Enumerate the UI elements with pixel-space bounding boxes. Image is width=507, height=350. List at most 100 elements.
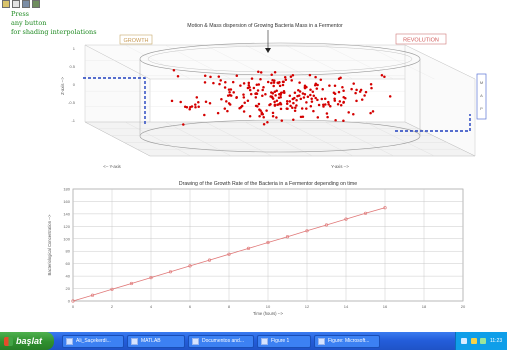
scatter-point: [229, 88, 233, 91]
scatter-point: [194, 106, 197, 109]
folder-icon: [66, 337, 73, 345]
data-point: [285, 235, 290, 239]
scatter-point: [355, 99, 358, 103]
antivirus-icon[interactable]: [470, 338, 477, 344]
scatter-point: [288, 100, 292, 103]
grid-line: [324, 44, 394, 80]
scatter-point: [323, 97, 327, 101]
z-tick-label: 0: [73, 82, 76, 87]
note-line: Press: [11, 10, 29, 18]
data-point: [168, 270, 173, 274]
scatter-point: [347, 111, 350, 114]
scatter-point: [317, 103, 321, 107]
scatter-point: [275, 89, 278, 93]
z-tick-label: -1: [71, 118, 75, 123]
network-icon[interactable]: [460, 338, 467, 344]
scatter-point: [283, 91, 286, 94]
grid-line: [124, 44, 191, 80]
scatter-point: [285, 100, 289, 103]
scatter-point: [285, 102, 289, 105]
scatter-title: Motion & Mass dispersion of Growing Bact…: [187, 23, 343, 29]
z-tick-label: 0.5: [69, 64, 75, 69]
data-point: [383, 206, 387, 210]
toolbar-save-icon[interactable]: [12, 0, 20, 8]
scatter-point: [339, 103, 343, 107]
scatter-point: [271, 111, 275, 115]
scatter-point: [265, 109, 268, 112]
start-label: başlat: [16, 336, 43, 346]
data-point: [246, 246, 251, 250]
scatter-point: [270, 81, 273, 85]
instruction-notes: Press any button for shading interpolati…: [11, 10, 97, 37]
scatter-point: [227, 88, 231, 91]
axis-ticks: 0 2 4 6 8 10 12 14 16 18 20 0 20 40 60 80 100 120 140 160 18…: [63, 187, 466, 310]
toolbar-print-icon[interactable]: [22, 0, 30, 8]
scatter-point: [228, 93, 232, 97]
scatter-point: [262, 123, 266, 126]
scatter-point: [315, 87, 319, 90]
taskbar: başlat Ali_Saçekerdi... MATLAB Documento…: [0, 332, 507, 350]
growth-chart-title: Drawing of the Growth Rate of the Bacter…: [179, 181, 357, 187]
scatter-point: [316, 83, 319, 87]
scatter-point: [262, 86, 265, 89]
scatter-point: [344, 96, 347, 100]
scatter-point: [383, 75, 386, 79]
task-list: Ali_Saçekerdi... MATLAB Documentos and..…: [54, 334, 380, 348]
y-tick-label: 120: [63, 224, 70, 229]
scatter-point: [208, 102, 212, 105]
scatter-point: [183, 105, 187, 109]
scatter-point: [203, 81, 207, 84]
taskbar-item[interactable]: Figure 1: [257, 334, 311, 348]
scatter-point: [295, 104, 298, 107]
scatter-point: [288, 94, 292, 97]
scatter-point: [314, 96, 317, 100]
scatter-point: [248, 88, 252, 92]
scatter-point: [293, 96, 296, 100]
scatter-point: [273, 100, 276, 104]
scatter-point: [242, 93, 245, 96]
taskbar-item-label: Ali_Saçekerdi...: [76, 338, 111, 344]
scatter-point: [278, 84, 282, 88]
scatter-point: [290, 79, 293, 82]
toolbar-open-icon[interactable]: [2, 0, 10, 8]
taskbar-item[interactable]: Figure: Microsoft...: [314, 334, 380, 348]
growth-line-chart: Drawing of the Growth Rate of the Bacter…: [47, 181, 466, 316]
scatter-point: [321, 87, 324, 91]
scatter-point: [314, 75, 317, 79]
taskbar-item[interactable]: MATLAB: [127, 334, 185, 348]
scatter-point: [281, 83, 285, 87]
scatter-point: [203, 113, 206, 117]
taskbar-item[interactable]: Documentos and...: [188, 334, 254, 348]
z-axis-label: Z-axis -->: [60, 77, 65, 95]
scatter-point: [313, 84, 317, 87]
scatter-point: [232, 91, 235, 94]
scatter-point: [369, 83, 373, 86]
x-tick-label: 4: [150, 304, 153, 309]
scatter-point: [295, 98, 298, 102]
outflow-pipe: [395, 114, 471, 132]
growth-box: [119, 34, 153, 45]
y-tick-label: 180: [63, 187, 70, 192]
volume-icon[interactable]: [480, 338, 487, 344]
scatter-point: [380, 73, 384, 77]
scatter-point: [316, 116, 320, 119]
scatter-point: [296, 94, 299, 98]
growth-y-axis-label: Bacteriological Concentration -->: [47, 214, 52, 275]
toolbar-figure-icon[interactable]: [32, 0, 40, 8]
scatter-point: [228, 91, 231, 94]
scatter-point: [298, 90, 302, 93]
scatter-point: [292, 118, 295, 122]
scatter-point: [190, 105, 194, 108]
scatter-point: [341, 85, 344, 89]
data-point: [227, 252, 231, 256]
scatter-point: [301, 115, 305, 119]
scatter-point: [388, 95, 392, 98]
windows-logo-icon: [4, 336, 13, 346]
scatter-point: [274, 94, 277, 97]
taskbar-item[interactable]: Ali_Saçekerdi...: [62, 334, 124, 348]
start-button[interactable]: başlat: [0, 332, 54, 350]
scatter-point: [279, 92, 282, 96]
data-point: [344, 217, 348, 221]
scatter-point: [279, 101, 282, 105]
scatter-point: [371, 110, 375, 113]
